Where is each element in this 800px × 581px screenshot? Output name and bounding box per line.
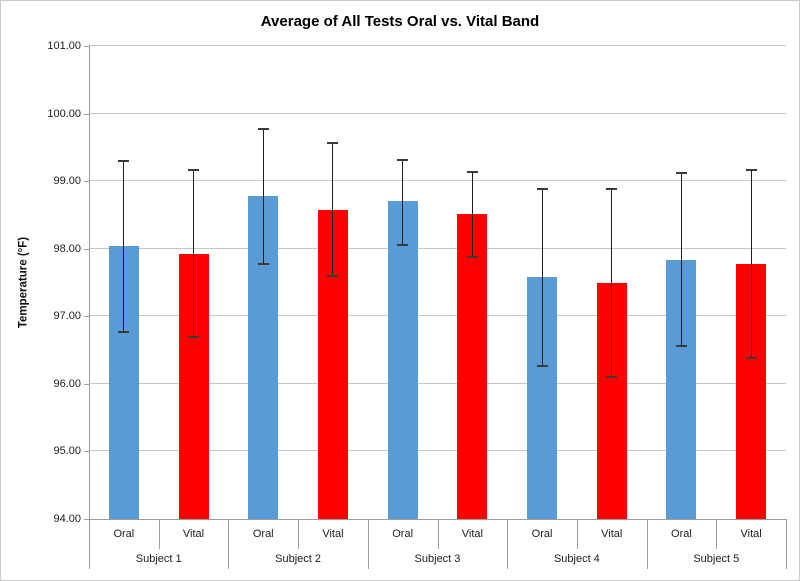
category-tick [437, 519, 439, 549]
plot-area [89, 45, 786, 520]
error-bar-cap-bottom-subject-1-vital [188, 335, 200, 338]
error-bar-cap-top-subject-3-vital [466, 171, 478, 174]
y-tick-mark [84, 248, 89, 250]
gridline [89, 450, 786, 452]
error-bar-cap-top-subject-2-vital [327, 142, 339, 145]
error-bar-subject-4-oral [541, 188, 543, 366]
error-bar-subject-2-vital [332, 143, 334, 276]
gridline [89, 180, 786, 182]
category-tick [716, 519, 718, 549]
error-bar-subject-2-oral [262, 129, 264, 265]
y-tick-mark [84, 113, 89, 115]
error-bar-cap-top-subject-5-vital [745, 168, 757, 171]
error-bar-subject-4-vital [611, 188, 613, 378]
y-tick-label: 98.00 [53, 242, 81, 255]
y-tick-label: 99.00 [53, 175, 81, 188]
category-tick [158, 519, 160, 549]
bar-subject-3-oral [387, 201, 418, 519]
y-tick-mark [84, 383, 89, 385]
bar-subject-3-vital [457, 213, 488, 519]
y-tick-mark [84, 316, 89, 318]
y-tick-mark [84, 519, 89, 520]
category-label-oral: Oral [113, 528, 135, 540]
y-axis-line [89, 46, 90, 569]
group-separator [228, 519, 230, 569]
error-bar-cap-bottom-subject-2-vital [327, 274, 339, 277]
category-label-vital: Vital [322, 528, 344, 540]
y-tick-label: 96.00 [53, 377, 81, 390]
error-bar-cap-bottom-subject-5-oral [675, 345, 687, 348]
y-tick-label: 101.00 [47, 40, 81, 52]
error-bar-cap-bottom-subject-3-oral [397, 243, 409, 246]
category-tick [576, 519, 578, 549]
error-bar-subject-1-vital [193, 169, 195, 337]
group-separator [507, 519, 509, 569]
gridline [89, 112, 786, 114]
error-bar-cap-bottom-subject-4-vital [606, 376, 618, 379]
gridline [89, 382, 786, 384]
group-label-subject-3: Subject 3 [414, 553, 461, 565]
error-bar-subject-5-oral [680, 173, 682, 346]
error-bar-cap-top-subject-3-oral [397, 158, 409, 161]
category-label-oral: Oral [252, 528, 274, 540]
error-bar-cap-bottom-subject-5-vital [745, 356, 757, 359]
error-bar-cap-bottom-subject-3-vital [466, 255, 478, 258]
chart-title: Average of All Tests Oral vs. Vital Band [260, 13, 540, 30]
error-bar-cap-top-subject-2-oral [257, 128, 269, 131]
category-label-oral: Oral [531, 528, 553, 540]
group-label-subject-1: Subject 1 [135, 553, 182, 565]
y-tick-label: 95.00 [53, 445, 81, 458]
gridline [89, 315, 786, 317]
error-bar-cap-top-subject-1-vital [188, 168, 200, 171]
group-label-subject-5: Subject 5 [693, 553, 740, 565]
category-label-oral: Oral [392, 528, 414, 540]
category-tick [298, 519, 300, 549]
y-tick-mark [84, 181, 89, 183]
gridline [89, 247, 786, 249]
error-bar-cap-top-subject-4-vital [606, 187, 618, 190]
error-bar-subject-1-oral [123, 160, 125, 332]
error-bar-cap-bottom-subject-2-oral [257, 263, 269, 266]
group-separator [367, 519, 369, 569]
group-label-subject-2: Subject 2 [275, 553, 322, 565]
error-bar-cap-bottom-subject-4-oral [536, 364, 548, 367]
error-bar-cap-top-subject-4-oral [536, 187, 548, 190]
category-label-oral: Oral [671, 528, 692, 540]
group-separator [786, 519, 787, 569]
category-label-vital: Vital [740, 528, 762, 540]
group-separator [646, 519, 648, 569]
y-tick-label: 97.00 [53, 310, 81, 323]
y-tick-mark [84, 46, 89, 47]
group-label-subject-4: Subject 4 [553, 553, 600, 565]
error-bar-subject-3-vital [471, 172, 473, 257]
error-bar-cap-bottom-subject-1-oral [118, 330, 130, 333]
error-bar-cap-top-subject-5-oral [675, 172, 687, 175]
y-tick-label: 94.00 [53, 513, 81, 525]
gridline [89, 45, 786, 46]
error-bar-subject-5-vital [750, 169, 752, 358]
category-label-vital: Vital [461, 528, 483, 540]
category-label-vital: Vital [601, 528, 623, 540]
category-label-vital: Vital [182, 528, 205, 540]
y-tick-label: 100.00 [47, 107, 81, 120]
error-bar-subject-3-oral [402, 159, 404, 245]
y-tick-mark [84, 451, 89, 453]
error-bar-cap-top-subject-1-oral [118, 159, 130, 162]
